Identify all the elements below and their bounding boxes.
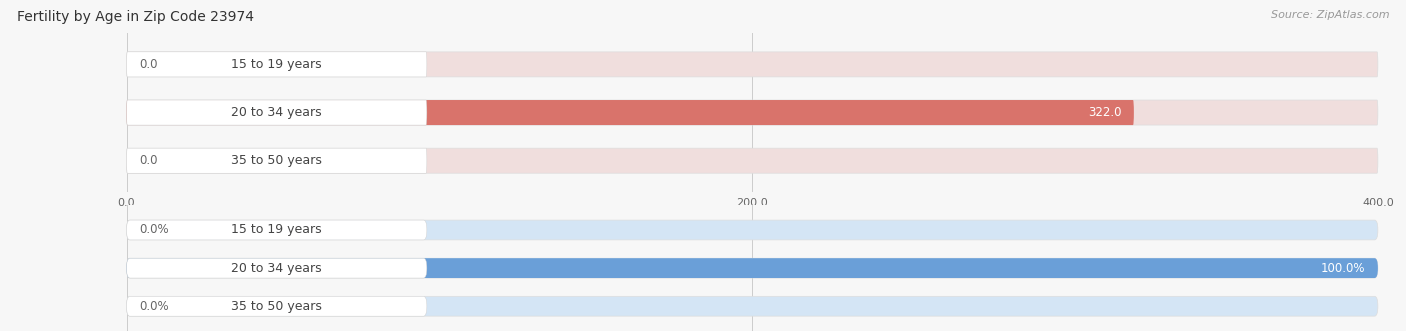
Text: 20 to 34 years: 20 to 34 years bbox=[232, 106, 322, 119]
FancyBboxPatch shape bbox=[127, 296, 427, 316]
FancyBboxPatch shape bbox=[127, 100, 427, 125]
Text: 0.0: 0.0 bbox=[139, 154, 157, 167]
FancyBboxPatch shape bbox=[127, 100, 1133, 125]
FancyBboxPatch shape bbox=[127, 100, 1378, 125]
Text: 15 to 19 years: 15 to 19 years bbox=[232, 58, 322, 71]
FancyBboxPatch shape bbox=[127, 220, 1378, 240]
FancyBboxPatch shape bbox=[127, 148, 427, 173]
Text: 15 to 19 years: 15 to 19 years bbox=[232, 223, 322, 236]
FancyBboxPatch shape bbox=[127, 296, 1378, 316]
Text: 35 to 50 years: 35 to 50 years bbox=[231, 154, 322, 167]
FancyBboxPatch shape bbox=[127, 52, 427, 77]
Text: 20 to 34 years: 20 to 34 years bbox=[232, 261, 322, 275]
Text: Source: ZipAtlas.com: Source: ZipAtlas.com bbox=[1271, 10, 1389, 20]
FancyBboxPatch shape bbox=[127, 258, 1378, 278]
Text: 0.0: 0.0 bbox=[139, 58, 157, 71]
Text: 35 to 50 years: 35 to 50 years bbox=[231, 300, 322, 313]
Text: 322.0: 322.0 bbox=[1088, 106, 1122, 119]
FancyBboxPatch shape bbox=[127, 52, 1378, 77]
Text: 100.0%: 100.0% bbox=[1320, 261, 1365, 275]
Text: 0.0%: 0.0% bbox=[139, 300, 169, 313]
FancyBboxPatch shape bbox=[127, 220, 427, 240]
FancyBboxPatch shape bbox=[127, 258, 427, 278]
Text: 0.0%: 0.0% bbox=[139, 223, 169, 236]
FancyBboxPatch shape bbox=[127, 148, 1378, 173]
FancyBboxPatch shape bbox=[127, 258, 1378, 278]
Text: Fertility by Age in Zip Code 23974: Fertility by Age in Zip Code 23974 bbox=[17, 10, 254, 24]
